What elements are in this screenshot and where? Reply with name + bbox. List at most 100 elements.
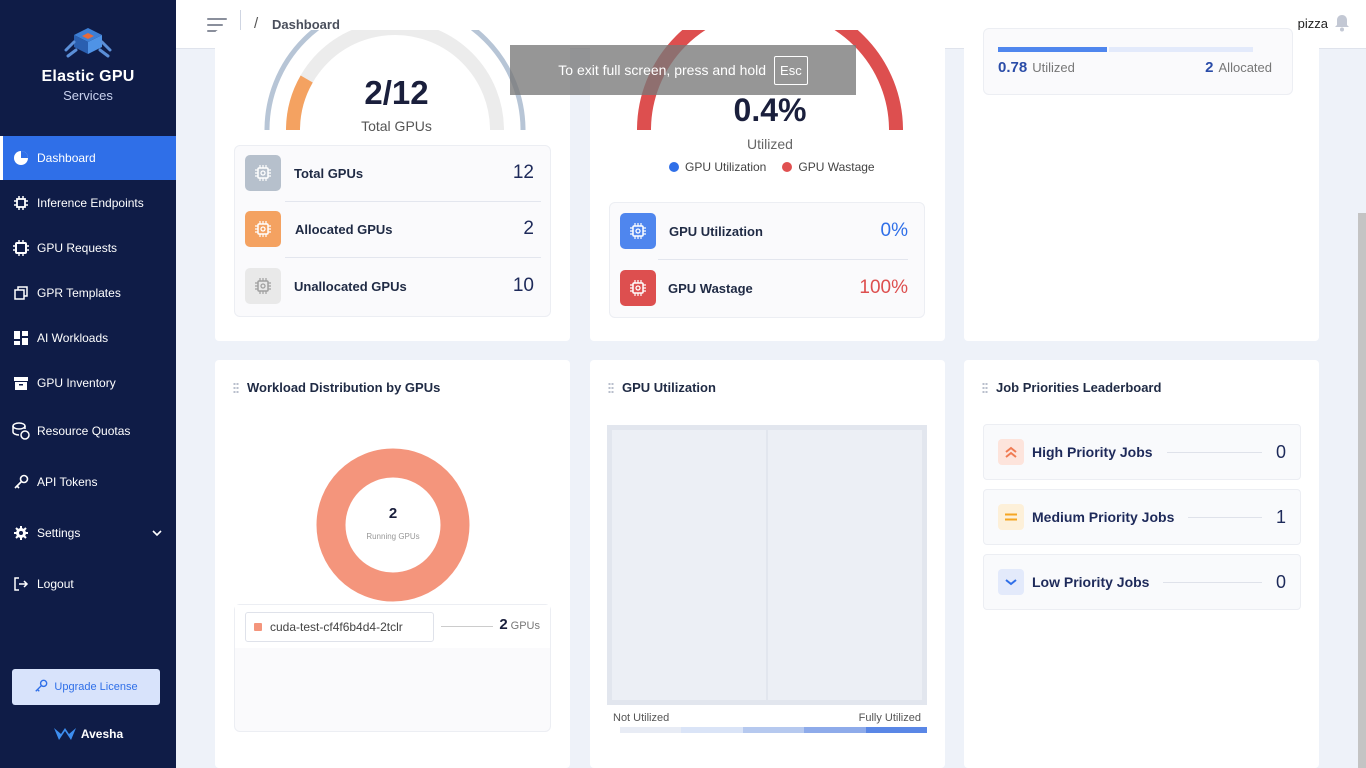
divider: [1163, 581, 1262, 583]
toast-text: To exit full screen, press and hold: [558, 62, 767, 78]
workload-chip[interactable]: cuda-test-cf4f6b4d4-2tclr: [245, 612, 434, 642]
page-scrollbar[interactable]: [1358, 213, 1366, 768]
sidebar-item-settings[interactable]: Settings: [0, 511, 176, 555]
row-label: GPU Wastage: [668, 280, 753, 296]
donut-center-value: 2: [388, 505, 398, 522]
chip-icon: [245, 155, 281, 191]
scale-step: [620, 727, 682, 733]
sidebar-item-api-tokens[interactable]: API Tokens: [0, 460, 176, 504]
utilized-label: Utilized: [1032, 60, 1075, 75]
card-title-text: GPU Utilization: [622, 380, 716, 395]
chip-icon: [620, 270, 656, 306]
priority-value: 0: [1275, 571, 1286, 592]
header-divider: [240, 10, 241, 42]
legend-label: GPU Wastage: [798, 160, 875, 174]
breadcrumb[interactable]: Dashboard: [272, 17, 340, 32]
drag-handle-icon[interactable]: [233, 381, 239, 394]
list-item: Unallocated GPUs 10: [235, 266, 550, 306]
bell-icon[interactable]: [1334, 14, 1350, 32]
user-name[interactable]: pizza: [1297, 16, 1328, 31]
sidebar-item-logout[interactable]: Logout: [0, 562, 176, 606]
row-value: 10: [512, 275, 534, 296]
gpu-totals-card: 2/12 Total GPUs Total GPUs 12 Allocated …: [215, 30, 570, 341]
priority-row-high[interactable]: High Priority Jobs 0: [983, 424, 1301, 480]
utilized-value: 0.78: [998, 59, 1028, 76]
gear-chip-icon: [12, 194, 30, 212]
list-item: Allocated GPUs 2: [235, 209, 550, 249]
chip-icon: [245, 211, 281, 247]
row-label: Unallocated GPUs: [294, 278, 407, 294]
workload-gpus: 2 GPUs: [499, 616, 540, 633]
sidebar-item-ai-workloads[interactable]: AI Workloads: [0, 316, 176, 360]
sidebar-item-resource-quotas[interactable]: Resource Quotas: [0, 409, 176, 453]
breadcrumb-separator: /: [254, 15, 259, 32]
row-value: 2: [523, 218, 534, 239]
grid-icon: [12, 329, 30, 347]
sidebar-item-gpr-templates[interactable]: GPR Templates: [0, 271, 176, 315]
legend-label: GPU Utilization: [685, 160, 767, 174]
scale-step: [865, 727, 928, 733]
scale-step: [681, 727, 743, 733]
legend-low-label: Not Utilized: [613, 712, 670, 724]
row-label: Allocated GPUs: [295, 221, 393, 237]
drag-handle-icon[interactable]: [608, 381, 614, 394]
gauge-label: Utilized: [747, 136, 793, 152]
sidebar-item-dashboard[interactable]: Dashboard: [0, 136, 176, 180]
sidebar-item-label: Dashboard: [37, 151, 96, 165]
list-item: cuda-test-cf4f6b4d4-2tclr 2 GPUs: [235, 605, 550, 648]
gauge-value: 2/12: [364, 74, 429, 111]
priority-value: 0: [1275, 441, 1286, 462]
sidebar-item-label: AI Workloads: [37, 331, 109, 345]
workload-gpu-value: 2: [499, 616, 508, 633]
esc-key-label: Esc: [774, 55, 808, 85]
card-title: GPU Utilization: [608, 380, 716, 395]
chevron-down-icon: [152, 526, 162, 540]
heatmap-cell[interactable]: [768, 430, 922, 700]
workload-donut: [316, 448, 470, 602]
card-title-text: Workload Distribution by GPUs: [247, 380, 441, 395]
gpu-totals-list: Total GPUs 12 Allocated GPUs 2 Unallocat…: [234, 145, 551, 317]
scale-step: [804, 727, 866, 733]
brand-name: Avesha: [80, 727, 124, 741]
upgrade-license-button[interactable]: Upgrade License: [12, 669, 160, 705]
allocated-stat: 2 Allocated: [1205, 59, 1272, 76]
logout-icon: [12, 575, 30, 593]
allocation-card: 0.78 Utilized 2 Allocated: [964, 28, 1319, 341]
legend-high-label: Fully Utilized: [858, 712, 921, 724]
brand-logo: Avesha: [0, 726, 176, 742]
double-chevron-up-icon: [998, 439, 1024, 465]
app-logo[interactable]: Elastic GPU Services: [0, 24, 176, 103]
sidebar-item-gpu-inventory[interactable]: GPU Inventory: [0, 361, 176, 405]
heatmap-cell[interactable]: [612, 430, 766, 700]
chevron-down-icon: [998, 569, 1024, 595]
coins-icon: [12, 422, 30, 440]
allocated-value: 2: [1205, 59, 1214, 76]
divider: [441, 626, 493, 627]
legend-swatch: [254, 623, 262, 631]
priority-label: Low Priority Jobs: [1032, 574, 1150, 590]
divider: [1188, 516, 1262, 518]
priority-row-low[interactable]: Low Priority Jobs 0: [983, 554, 1301, 610]
divider: [285, 257, 541, 258]
fullscreen-exit-toast: To exit full screen, press and hold Esc: [510, 45, 856, 95]
workload-distribution-card: Workload Distribution by GPUs 2 Running …: [215, 360, 570, 768]
row-value: 12: [512, 162, 534, 183]
gpu-utilization-card: GPU Utilization Not Utilized Fully Utili…: [590, 360, 945, 768]
sidebar-item-label: GPU Inventory: [37, 376, 116, 390]
total-gpus-gauge: [264, 30, 526, 131]
sidebar-item-gpu-requests[interactable]: GPU Requests: [0, 226, 176, 270]
drag-handle-icon[interactable]: [982, 381, 988, 394]
priority-row-medium[interactable]: Medium Priority Jobs 1: [983, 489, 1301, 545]
sidebar-item-label: GPR Templates: [37, 286, 121, 300]
allocated-bar: [1109, 47, 1253, 52]
pie-chart-icon: [12, 149, 30, 167]
donut-center-label: Running GPUs: [366, 532, 420, 541]
sidebar-item-inference-endpoints[interactable]: Inference Endpoints: [0, 181, 176, 225]
app-subtitle: Services: [63, 88, 113, 103]
workload-gpu-unit: GPUs: [510, 620, 540, 632]
chip-icon: [12, 239, 30, 257]
priority-label: Medium Priority Jobs: [1032, 509, 1175, 525]
utilized-bar: [998, 47, 1107, 52]
utilization-heatmap: [607, 425, 927, 705]
sidebar-item-label: API Tokens: [37, 475, 98, 489]
